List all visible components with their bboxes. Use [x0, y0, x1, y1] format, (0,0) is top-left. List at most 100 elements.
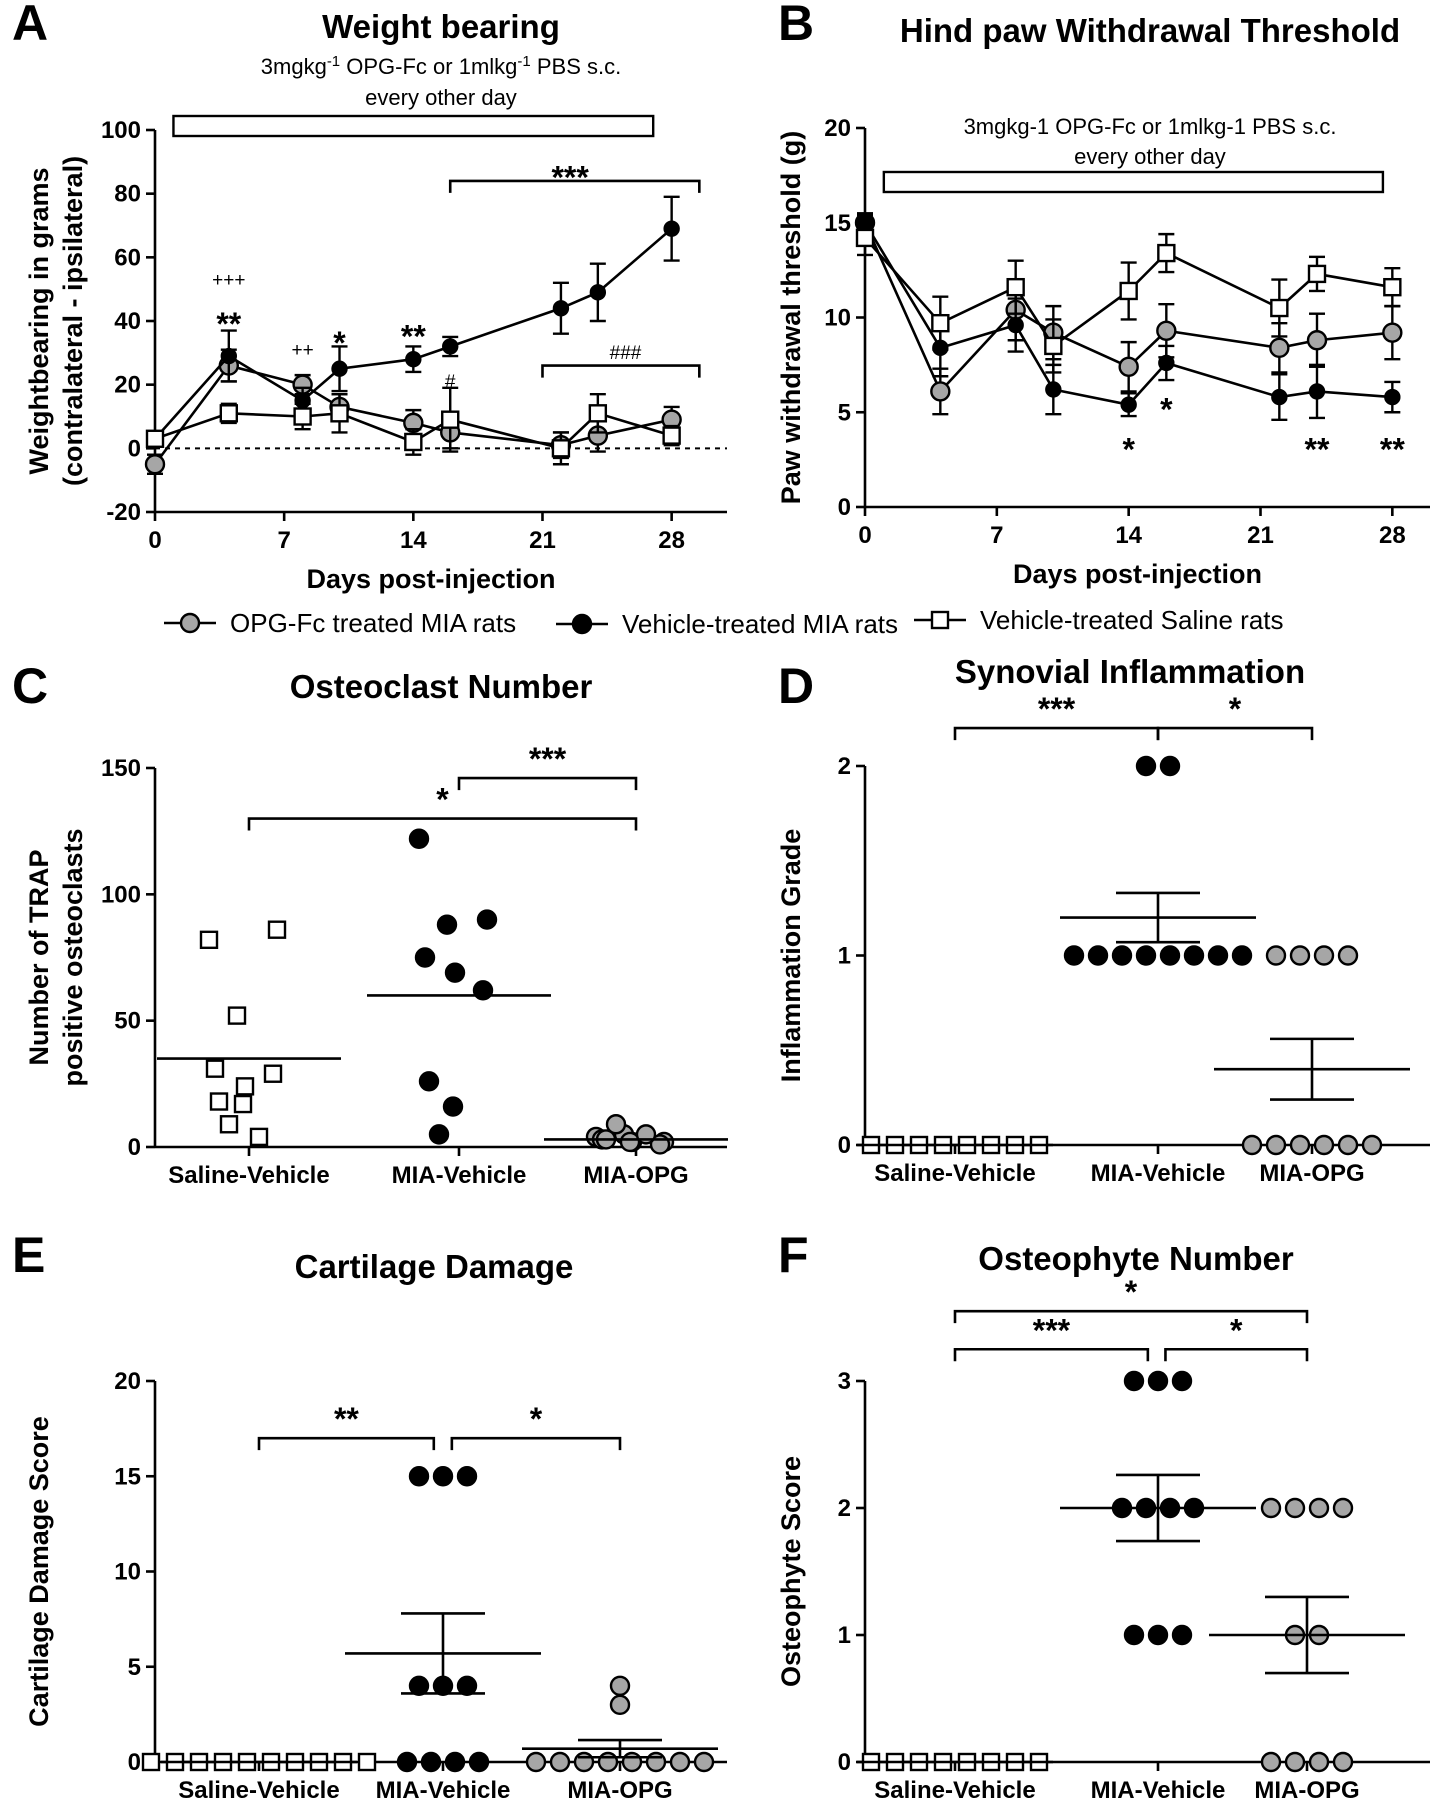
- x-tick-label: MIA-OPG: [1259, 1160, 1364, 1187]
- data-point: [621, 1751, 643, 1773]
- data-point: [1087, 945, 1109, 966]
- significance-label: #: [445, 372, 456, 393]
- panel-letter: C: [12, 658, 48, 714]
- y-tick-label: 100: [101, 881, 141, 908]
- data-point: [1265, 1134, 1287, 1156]
- data-point: [1308, 1751, 1330, 1773]
- data-point: [1332, 1497, 1354, 1519]
- x-tick-label: MIA-Vehicle: [392, 1162, 527, 1189]
- y-tick-label: 20: [824, 115, 851, 142]
- significance-label: +++: [212, 270, 245, 291]
- y-tick-label: 20: [114, 372, 141, 399]
- group-opg: [522, 1675, 718, 1773]
- x-tick-label: 21: [1247, 522, 1274, 549]
- data-point: [1265, 945, 1287, 966]
- data-point: [220, 347, 238, 365]
- data-point: [525, 1751, 547, 1773]
- panel-letter: F: [778, 1227, 809, 1283]
- data-point: [1156, 320, 1177, 341]
- group-opg: [544, 1114, 728, 1155]
- data-point: [1207, 945, 1229, 966]
- x-tick-label: MIA-OPG: [567, 1777, 672, 1800]
- significance-label: ***: [1033, 1312, 1071, 1348]
- panel-title: Synovial Inflammation: [955, 653, 1305, 690]
- data-point: [1384, 388, 1401, 406]
- data-point: [405, 351, 422, 368]
- data-point: [931, 313, 950, 333]
- data-point: [468, 1751, 490, 1773]
- data-point: [1123, 1370, 1145, 1392]
- data-point: [1118, 356, 1139, 377]
- x-tick-label: 14: [1115, 522, 1142, 549]
- treatment-bar: [172, 114, 655, 138]
- significance-label: ***: [551, 160, 589, 196]
- data-point: [1307, 264, 1327, 284]
- significance-label: ***: [1038, 691, 1076, 727]
- y-tick-label: 60: [114, 244, 141, 271]
- note-part: PBS s.c.: [531, 54, 621, 79]
- panel-letter: D: [778, 658, 814, 714]
- data-point: [663, 220, 680, 237]
- significance-bracket: [541, 364, 701, 378]
- data-point: [456, 1675, 478, 1697]
- data-point: [1270, 298, 1289, 318]
- legend-item-mia: Vehicle-treated MIA rats: [556, 609, 898, 639]
- significance-label: ++: [292, 340, 314, 361]
- x-tick-label: Saline-Vehicle: [874, 1777, 1035, 1800]
- x-tick-label: MIA-OPG: [583, 1162, 688, 1189]
- y-tick-label: 5: [838, 399, 851, 426]
- x-tick-label: 21: [529, 527, 556, 554]
- panel-title: Hind paw Withdrawal Threshold: [900, 12, 1400, 49]
- y-axis-title: Weightbearing in grams: [24, 167, 54, 474]
- significance-label: *: [333, 325, 346, 361]
- superscript: -1: [327, 53, 340, 70]
- data-point: [1063, 945, 1085, 966]
- data-point: [436, 914, 458, 935]
- x-tick-label: 0: [858, 522, 871, 549]
- y-tick-label: 10: [114, 1559, 141, 1586]
- data-point: [597, 1751, 619, 1773]
- data-point: [1045, 381, 1062, 398]
- data-point: [669, 1751, 691, 1773]
- y-axis-title: Number of TRAP: [24, 850, 54, 1066]
- data-point: [1006, 277, 1025, 297]
- legend-item-opg: OPG-Fc treated MIA rats: [164, 608, 516, 638]
- significance-bracket: [457, 776, 638, 791]
- panel-title: Osteophyte Number: [978, 1240, 1294, 1277]
- x-axis-title: Days post-injection: [1013, 559, 1262, 589]
- significance-bracket: [953, 1309, 1309, 1324]
- data-point: [145, 429, 165, 448]
- x-tick-label: 0: [148, 527, 161, 554]
- y-tick-label: 3: [838, 1368, 851, 1395]
- data-point: [444, 962, 466, 983]
- panel-f: F Osteophyte Number 0 1 2 3 Osteophyte Score Sa…: [776, 1227, 1430, 1800]
- data-point: [1308, 1497, 1330, 1519]
- data-point: [444, 1751, 466, 1773]
- group-mia: [1060, 755, 1256, 966]
- group-saline: [857, 1752, 1053, 1772]
- y-tick-label: 0: [128, 435, 141, 462]
- significance-label: **: [1380, 431, 1405, 467]
- data-point: [219, 404, 239, 423]
- superscript: -1: [517, 53, 530, 70]
- significance-bracket: [1156, 726, 1314, 741]
- data-point: [605, 1114, 627, 1135]
- data-point: [609, 1675, 631, 1697]
- data-point: [263, 1064, 283, 1083]
- y-tick-label: 50: [114, 1008, 141, 1035]
- legend-marker: [930, 610, 950, 630]
- significance-label: **: [334, 1401, 359, 1437]
- data-point: [1308, 383, 1326, 400]
- data-point: [476, 909, 498, 930]
- y-axis-title: Osteophyte Score: [776, 1456, 806, 1687]
- significance-label: *: [1125, 1274, 1138, 1310]
- data-point: [235, 1077, 255, 1096]
- data-point: [432, 1466, 454, 1487]
- series-saline: [855, 219, 1402, 374]
- data-point: [589, 284, 607, 301]
- y-tick-label: 5: [128, 1654, 141, 1681]
- y-tick-label: 2: [838, 753, 851, 780]
- data-point: [1007, 316, 1024, 334]
- data-point: [1337, 945, 1359, 966]
- group-saline: [157, 920, 341, 1147]
